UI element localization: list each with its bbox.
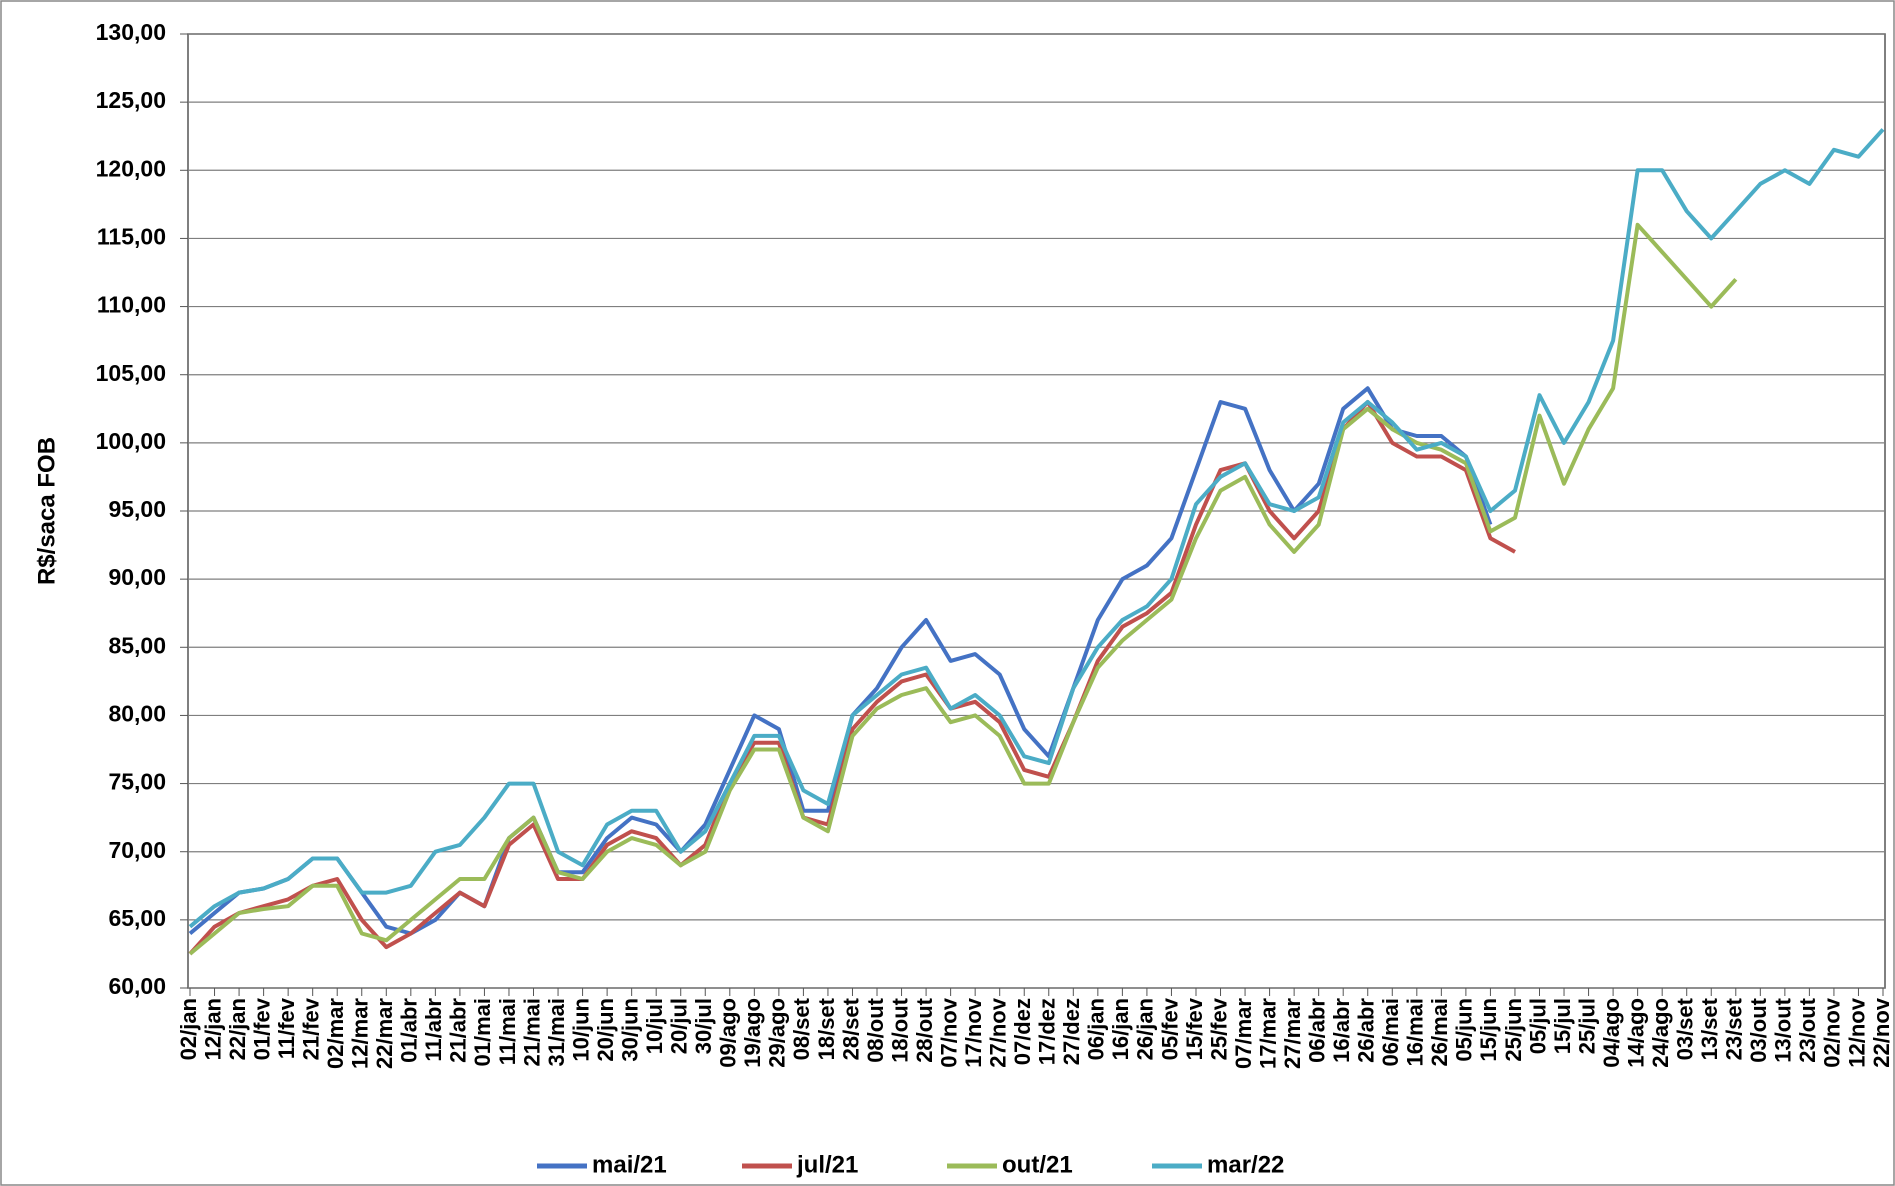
x-tick-label: 08/set: [789, 997, 814, 1060]
x-tick-label: 29/ago: [765, 998, 790, 1068]
x-tick-label: 10/jul: [642, 998, 667, 1054]
legend-label: jul/21: [796, 1151, 858, 1178]
y-tick-label: 120,00: [96, 155, 166, 181]
legend-label: mai/21: [592, 1151, 667, 1178]
x-tick-label: 14/ago: [1623, 998, 1648, 1068]
x-tick-label: 02/nov: [1820, 997, 1845, 1067]
x-tick-label: 04/ago: [1599, 998, 1624, 1068]
y-tick-label: 85,00: [108, 632, 166, 658]
x-tick-label: 22/nov: [1869, 997, 1894, 1067]
x-tick-label: 27/dez: [1059, 998, 1084, 1065]
x-tick-label: 07/nov: [936, 997, 961, 1067]
x-tick-label: 07/dez: [1010, 998, 1035, 1065]
legend-label: out/21: [1002, 1151, 1073, 1178]
x-tick-label: 31/mai: [544, 998, 569, 1067]
y-tick-label: 100,00: [96, 428, 166, 454]
x-tick-label: 25/fev: [1206, 997, 1231, 1060]
y-tick-label: 105,00: [96, 360, 166, 386]
x-tick-label: 11/abr: [421, 998, 446, 1062]
y-tick-label: 110,00: [97, 292, 166, 318]
x-tick-label: 13/set: [1697, 997, 1722, 1060]
x-tick-label: 12/nov: [1844, 997, 1869, 1067]
x-tick-label: 30/jul: [691, 998, 716, 1054]
x-tick-label: 25/jun: [1501, 998, 1526, 1062]
x-tick-label: 05/fev: [1157, 997, 1182, 1060]
y-tick-label: 75,00: [108, 769, 166, 795]
x-tick-label: 13/out: [1771, 997, 1796, 1062]
y-tick-label: 115,00: [97, 224, 166, 250]
x-tick-label: 28/set: [838, 997, 863, 1060]
x-tick-label: 23/set: [1722, 997, 1747, 1060]
x-tick-label: 15/jun: [1476, 998, 1501, 1062]
x-tick-label: 27/nov: [986, 997, 1011, 1067]
x-tick-label: 19/ago: [740, 998, 765, 1068]
x-tick-label: 17/nov: [961, 997, 986, 1067]
x-tick-label: 01/abr: [397, 998, 422, 1063]
y-tick-label: 70,00: [108, 837, 166, 863]
x-tick-label: 03/out: [1746, 997, 1771, 1062]
legend-label: mar/22: [1207, 1151, 1284, 1178]
y-tick-label: 125,00: [96, 87, 166, 113]
y-tick-label: 60,00: [108, 973, 166, 999]
x-tick-label: 05/jun: [1452, 998, 1477, 1062]
y-tick-label: 65,00: [108, 905, 166, 931]
series-line: [188, 222, 1738, 956]
y-tick-label: 95,00: [108, 496, 166, 522]
x-tick-label: 10/jun: [568, 998, 593, 1062]
x-tick-label: 05/jul: [1525, 998, 1550, 1054]
series-line: [188, 128, 1885, 929]
x-tick-label: 21/mai: [519, 998, 544, 1067]
x-tick-label: 06/jan: [1084, 998, 1109, 1060]
x-tick-label: 26/jan: [1133, 998, 1158, 1060]
y-tick-label: 130,00: [96, 19, 166, 45]
x-tick-label: 11/fev: [274, 997, 299, 1059]
x-tick-label: 23/out: [1795, 997, 1820, 1062]
x-tick-label: 16/abr: [1329, 998, 1354, 1063]
x-tick-label: 25/jul: [1574, 998, 1599, 1054]
x-tick-label: 18/out: [887, 997, 912, 1062]
x-tick-label: 17/mar: [1255, 998, 1280, 1069]
y-tick-label: 80,00: [108, 701, 166, 727]
x-tick-label: 28/out: [912, 997, 937, 1062]
y-tick-label: 90,00: [108, 564, 166, 590]
x-tick-label: 20/jun: [593, 998, 618, 1062]
x-tick-label: 06/mai: [1378, 998, 1403, 1067]
x-tick-label: 24/ago: [1648, 998, 1673, 1068]
x-tick-label: 16/mai: [1403, 998, 1428, 1067]
x-tick-label: 22/mar: [372, 998, 397, 1069]
x-tick-label: 20/jul: [667, 998, 692, 1054]
x-tick-label: 21/abr: [446, 998, 471, 1063]
x-tick-label: 02/mar: [323, 998, 348, 1069]
x-tick-label: 11/mai: [495, 998, 520, 1065]
x-tick-label: 01/mai: [470, 998, 495, 1067]
y-axis-title: R$/saca FOB: [33, 437, 60, 585]
x-tick-label: 27/mar: [1280, 998, 1305, 1069]
x-tick-label: 30/jun: [617, 998, 642, 1062]
x-tick-label: 03/set: [1673, 997, 1698, 1060]
x-tick-label: 22/jan: [225, 998, 250, 1060]
x-tick-label: 18/set: [814, 997, 839, 1060]
x-tick-label: 01/fev: [249, 997, 274, 1060]
x-tick-label: 26/mai: [1427, 998, 1452, 1067]
x-tick-label: 07/mar: [1231, 998, 1256, 1069]
x-tick-label: 26/abr: [1354, 998, 1379, 1063]
x-tick-label: 08/out: [863, 997, 888, 1062]
x-tick-label: 16/jan: [1108, 998, 1133, 1060]
x-tick-label: 12/mar: [348, 998, 373, 1069]
x-tick-label: 15/fev: [1182, 997, 1207, 1060]
x-tick-label: 02/jan: [176, 998, 201, 1060]
x-tick-label: 15/jul: [1550, 998, 1575, 1054]
x-tick-label: 09/ago: [716, 998, 741, 1068]
x-tick-label: 17/dez: [1035, 998, 1060, 1065]
x-tick-label: 06/abr: [1304, 998, 1329, 1063]
x-tick-label: 12/jan: [200, 998, 225, 1060]
x-tick-label: 21/fev: [298, 997, 323, 1060]
series-line: [188, 400, 1516, 956]
